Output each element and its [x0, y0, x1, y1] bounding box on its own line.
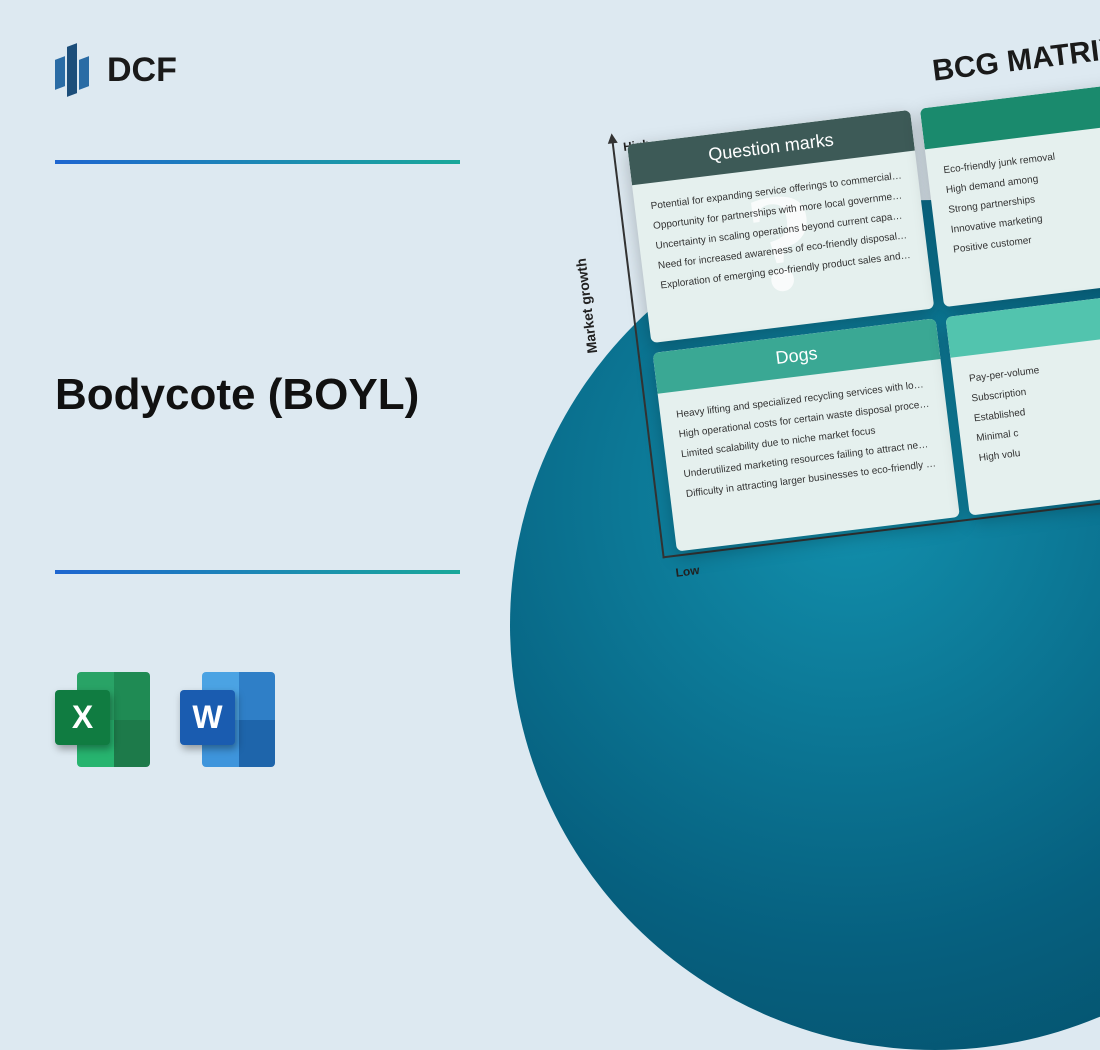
word-letter: W: [180, 690, 235, 745]
excel-letter: X: [55, 690, 110, 745]
quadrant-question-marks: Question marks ? Potential for expanding…: [627, 110, 934, 343]
divider-bottom: [55, 570, 460, 574]
page-title: Bodycote (BOYL): [55, 370, 419, 420]
label-low: Low: [675, 563, 701, 580]
logo-text: DCF: [107, 51, 177, 90]
divider-top: [55, 160, 460, 164]
logo-icon: [55, 40, 95, 100]
quadrant-dogs: Dogs Heavy lifting and specialized recyc…: [653, 318, 960, 551]
quadrant-cash-cows: Pay-per-volume Subscription Established …: [945, 282, 1100, 515]
matrix-frame: Market growth Market share High Low Ques…: [556, 64, 1100, 610]
quadrant-stars: Eco-friendly junk removal High demand am…: [920, 74, 1100, 307]
app-icons-row: X W: [55, 672, 275, 767]
logo: DCF: [55, 40, 177, 100]
bcg-matrix: BCG MATRIX Market growth Market share Hi…: [551, 22, 1100, 609]
word-icon: W: [180, 672, 275, 767]
excel-icon: X: [55, 672, 150, 767]
y-axis-label: Market growth: [573, 257, 601, 354]
